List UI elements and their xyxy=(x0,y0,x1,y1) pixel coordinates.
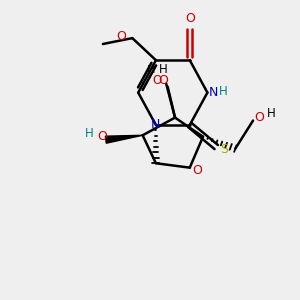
Text: H: H xyxy=(159,62,168,76)
Text: H: H xyxy=(219,85,228,98)
Text: H: H xyxy=(85,127,94,140)
Text: O: O xyxy=(192,164,202,177)
Text: O: O xyxy=(153,74,162,87)
Polygon shape xyxy=(105,135,142,143)
Text: S: S xyxy=(220,143,229,157)
Text: N: N xyxy=(209,86,218,99)
Text: H: H xyxy=(267,107,276,120)
Text: O: O xyxy=(158,74,168,87)
Text: O: O xyxy=(185,13,195,26)
Text: O: O xyxy=(117,30,126,43)
Text: O: O xyxy=(254,110,264,124)
Text: O: O xyxy=(98,130,107,143)
Text: H: H xyxy=(147,65,156,76)
Text: N: N xyxy=(151,118,160,131)
